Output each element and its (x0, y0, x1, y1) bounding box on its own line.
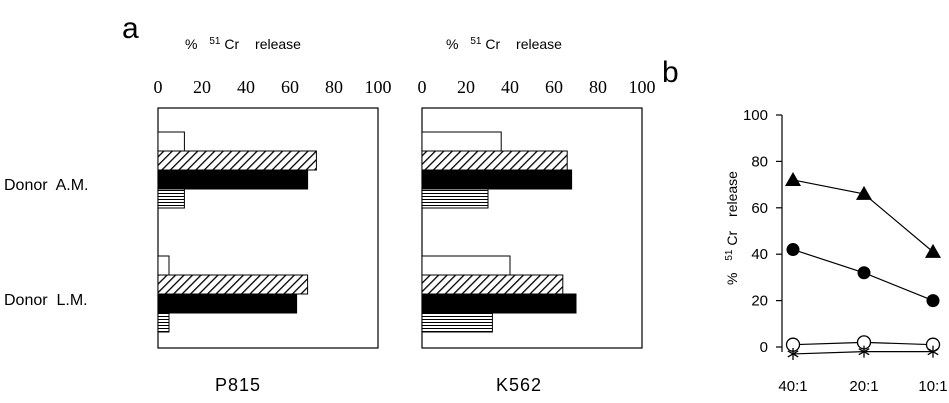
x-tick-label: 60 (281, 77, 299, 97)
marker-filled-circle (857, 266, 871, 280)
y-tick-label: 100 (743, 107, 768, 124)
bar-diagonal-hatch (421, 150, 568, 171)
x-tick-label: 60 (545, 77, 563, 97)
x-tick-label: 20 (457, 77, 475, 97)
k562-plot-frame (421, 107, 643, 349)
p815-xlabel-element: Cr (224, 36, 239, 52)
y-tick-label: 0 (760, 339, 768, 356)
marker-filled-circle (926, 294, 940, 308)
group-label-donor-am: Donor A.M. (4, 177, 88, 194)
bar-horizontal-lines (157, 312, 170, 333)
p815-panel-title: P815 (215, 375, 261, 395)
bar-open (157, 255, 170, 276)
svg-text:% 51 Cr: % 51 Cr release (446, 31, 562, 52)
bar-solid (421, 293, 577, 314)
svg-text:% 51 Cr: % 51 Cr release (185, 31, 301, 52)
x-tick-label: 0 (418, 77, 427, 97)
x-tick-label: 100 (365, 77, 392, 97)
marker-filled-circle (786, 243, 800, 257)
k562-xlabel-word: release (516, 36, 562, 52)
x-tick-label: 80 (325, 77, 343, 97)
x-category-label: 40:1 (778, 378, 807, 395)
bar-solid (157, 169, 309, 190)
b-ylabel-percent: % (724, 273, 740, 285)
b-series (785, 171, 941, 360)
p815-x-ticks: 0 20 40 60 80 100 (154, 77, 392, 97)
x-category-label: 10:1 (918, 378, 947, 395)
x-tick-label: 20 (193, 77, 211, 97)
marker-filled-triangle (785, 171, 801, 186)
x-tick-label: 40 (501, 77, 519, 97)
bar-diagonal-hatch (157, 150, 317, 171)
b-axis: 0 20 40 60 80 100 40:1 20:1 10:1 (743, 107, 948, 395)
b-ylabel-word: release (724, 171, 740, 217)
bar-horizontal-lines (157, 188, 185, 209)
k562-xlabel-percent: % (446, 36, 458, 52)
bar-solid (157, 293, 298, 314)
y-tick-label: 20 (751, 293, 768, 310)
bar-open (421, 255, 511, 276)
bar-diagonal-hatch (421, 274, 564, 295)
group-label-donor-lm: Donor L.M. (4, 292, 88, 309)
x-tick-label: 100 (629, 77, 656, 97)
k562-xlabel-isotope-mass: 51 (470, 36, 482, 47)
marker-filled-triangle (925, 243, 941, 258)
panel-k562: % 51 Cr release 0 20 40 60 80 100 K562 (418, 31, 656, 395)
svg-text:% 51 Cr: % 51 Cr release (719, 171, 740, 285)
k562-bars (421, 131, 577, 333)
bar-open (157, 131, 185, 152)
panel-b: b % 51 Cr release 0 20 40 60 80 100 40:1 20:1 10… (662, 56, 948, 395)
k562-x-ticks: 0 20 40 60 80 100 (418, 77, 656, 97)
x-tick-label: 40 (237, 77, 255, 97)
b-ylabel: % 51 Cr release (719, 171, 740, 285)
marker-asterisk (858, 345, 870, 358)
panel-p815: a % 51 Cr release 0 20 40 60 80 100 P815 (122, 12, 392, 395)
k562-xlabel: % 51 Cr release (446, 31, 562, 52)
bar-solid (421, 169, 573, 190)
marker-asterisk (787, 347, 799, 360)
bar-horizontal-lines (421, 188, 489, 209)
bar-diagonal-hatch (157, 274, 309, 295)
b-ylabel-isotope-mass: 51 (724, 249, 735, 261)
x-tick-label: 80 (589, 77, 607, 97)
y-tick-label: 80 (751, 153, 768, 170)
panel-letter-b: b (662, 56, 679, 89)
p815-bars (157, 131, 317, 333)
p815-xlabel-isotope-mass: 51 (209, 36, 221, 47)
marker-asterisk (927, 345, 939, 358)
panel-letter-a: a (122, 12, 139, 45)
p815-xlabel-word: release (255, 36, 301, 52)
bar-open (421, 131, 502, 152)
k562-xlabel-element: Cr (485, 36, 500, 52)
x-tick-label: 0 (154, 77, 163, 97)
b-ylabel-element: Cr (724, 231, 740, 246)
bar-horizontal-lines (421, 312, 493, 333)
y-tick-label: 40 (751, 246, 768, 263)
p815-plot-frame (157, 107, 379, 349)
marker-filled-triangle (856, 185, 872, 200)
x-category-label: 20:1 (849, 378, 878, 395)
k562-panel-title: K562 (496, 375, 542, 395)
y-tick-label: 60 (751, 200, 768, 217)
p815-xlabel: % 51 Cr release (185, 31, 301, 52)
p815-xlabel-percent: % (185, 36, 197, 52)
